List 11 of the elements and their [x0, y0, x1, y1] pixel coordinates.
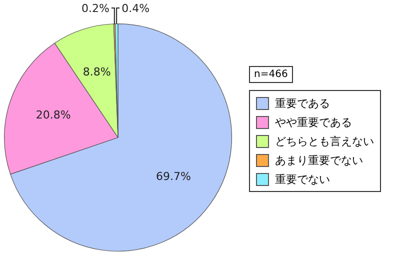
data-label: 8.8%	[82, 65, 111, 78]
legend-label: やや重要である	[275, 115, 352, 130]
text: n=466	[254, 68, 288, 81]
legend-label: 重要である	[275, 96, 330, 111]
data-label: 0.2%	[81, 2, 110, 15]
legend-label: 重要でない	[275, 172, 330, 187]
legend-label: あまり重要でない	[275, 153, 363, 168]
data-label: 20.8%	[36, 108, 71, 122]
data-label: 69.7%	[156, 170, 191, 184]
data-label: 0.4%	[122, 2, 150, 15]
legend-label: どちらとも言えない	[275, 134, 374, 149]
